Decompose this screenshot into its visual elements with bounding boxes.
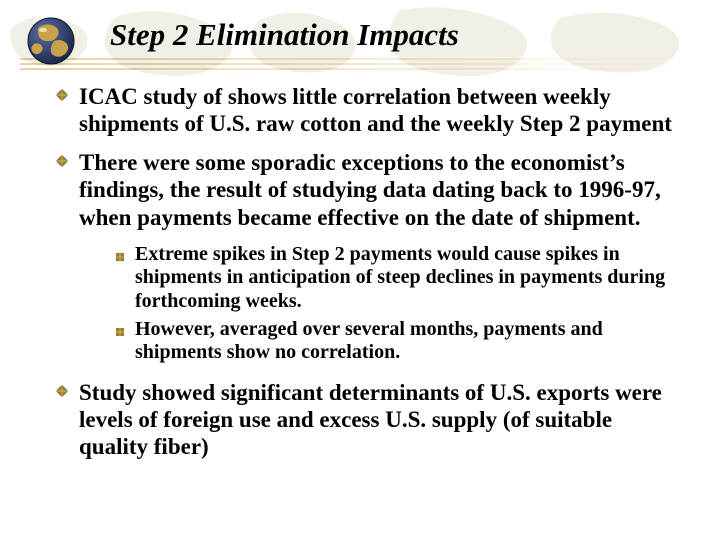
diamond-bullet-icon bbox=[55, 88, 69, 107]
title-area: Step 2 Elimination Impacts bbox=[0, 0, 720, 52]
sub-bullet-item: Extreme spikes in Step 2 payments would … bbox=[115, 243, 680, 314]
bullet-item: There were some sporadic exceptions to t… bbox=[55, 149, 680, 230]
sub-bullet-list: Extreme spikes in Step 2 payments would … bbox=[55, 243, 680, 365]
sub-bullet-text: However, averaged over several months, p… bbox=[135, 318, 680, 365]
diamond-bullet-icon bbox=[55, 154, 69, 173]
sub-bullet-text: Extreme spikes in Step 2 payments would … bbox=[135, 243, 680, 314]
content-area: ICAC study of shows little correlation b… bbox=[0, 73, 720, 460]
square-bullet-icon bbox=[115, 324, 125, 342]
bullet-item: Study showed significant determinants of… bbox=[55, 379, 680, 460]
bullet-item: ICAC study of shows little correlation b… bbox=[55, 83, 680, 137]
bullet-text: There were some sporadic exceptions to t… bbox=[79, 149, 680, 230]
sub-bullet-item: However, averaged over several months, p… bbox=[115, 318, 680, 365]
bullet-text: ICAC study of shows little correlation b… bbox=[79, 83, 680, 137]
square-bullet-icon bbox=[115, 249, 125, 267]
slide-title: Step 2 Elimination Impacts bbox=[110, 18, 720, 52]
diamond-bullet-icon bbox=[55, 384, 69, 403]
bullet-text: Study showed significant determinants of… bbox=[79, 379, 680, 460]
